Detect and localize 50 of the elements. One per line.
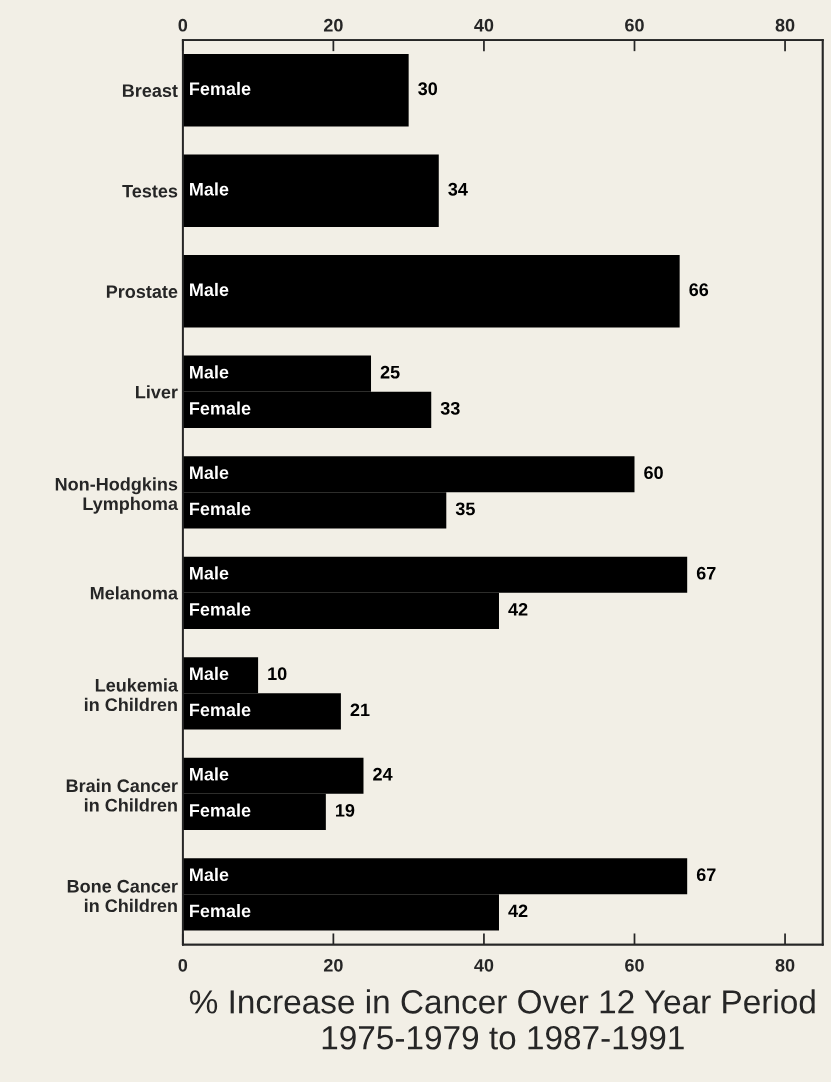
text: Male — [190, 566, 229, 580]
series-label: Male — [190, 182, 229, 196]
text: Male — [190, 282, 229, 297]
data-label: 67 — [696, 566, 716, 580]
y-tick-label: Melanoma — [90, 586, 179, 600]
data-label: 33 — [440, 401, 460, 415]
y-tick-label: Brain Cancer in Children — [66, 778, 178, 812]
text: Male — [190, 767, 229, 781]
y-tick-label: Non-Hodgkins Lymphoma — [55, 477, 179, 514]
x2-tick-label: 60 — [625, 958, 644, 972]
x-tick-label: 0 — [178, 18, 188, 32]
data-label: 30 — [418, 82, 438, 96]
y-tick-label: Prostate — [106, 285, 178, 299]
data-label: 34 — [448, 182, 468, 196]
data-label: 24 — [373, 767, 393, 781]
y-tick-label: Bone Cancer in Children — [67, 879, 178, 913]
x-tick-label: 40 — [474, 18, 494, 32]
text: Female — [190, 803, 251, 817]
text: Male — [190, 867, 229, 882]
y-tick-label: Leukemia in Children — [84, 678, 179, 712]
y-tick-label: Liver — [136, 385, 178, 399]
data-label: 10 — [268, 667, 287, 681]
text: Female — [190, 602, 251, 616]
text: Male — [190, 365, 229, 379]
data-label: 25 — [380, 365, 400, 379]
y-tick-label: Breast — [122, 84, 178, 98]
y-tick-label: Testes — [122, 184, 178, 198]
data-label: 67 — [696, 868, 716, 882]
x2-tick-label: 80 — [775, 958, 795, 972]
data-label: 60 — [644, 466, 663, 480]
x-tick-label: 20 — [323, 18, 343, 32]
text: Female — [190, 703, 251, 717]
text: Female — [190, 904, 251, 918]
data-label: 19 — [336, 803, 355, 817]
x-axis-title: % Increase in Cancer Over 12 Year Period 1975-1979 to 1987-1991 — [189, 989, 815, 1050]
data-label: 35 — [455, 502, 475, 516]
x2-tick-label: 20 — [323, 958, 343, 972]
x-tick-label: 80 — [775, 18, 795, 32]
data-label: 42 — [508, 602, 528, 616]
text: Female — [190, 501, 251, 516]
x2-tick-label: 40 — [474, 958, 494, 972]
text: Male — [190, 465, 229, 480]
text: Female — [190, 401, 251, 415]
x-tick-label: 60 — [625, 18, 644, 32]
text: Male — [190, 666, 229, 681]
series-label: Female — [190, 81, 251, 96]
x2-tick-label: 0 — [178, 958, 188, 972]
data-label: 42 — [508, 904, 528, 918]
data-label: 21 — [350, 703, 370, 717]
data-label: 66 — [689, 283, 709, 297]
